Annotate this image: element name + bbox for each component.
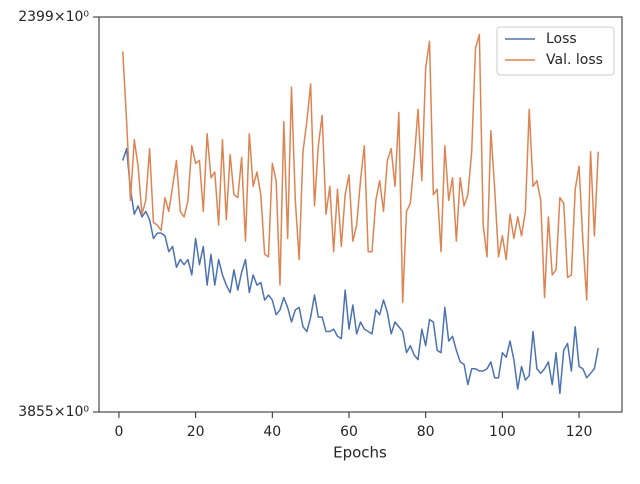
legend-label: Loss bbox=[546, 31, 577, 47]
x-tick-label: 120 bbox=[566, 424, 593, 440]
legend: Loss Val. loss bbox=[496, 26, 615, 76]
x-tick-label: 40 bbox=[263, 424, 281, 440]
series-line bbox=[122, 147, 599, 395]
legend-label: Val. loss bbox=[546, 52, 603, 68]
x-tick-label: 100 bbox=[489, 424, 516, 440]
series-line bbox=[122, 33, 599, 304]
x-tick-label: 80 bbox=[417, 424, 435, 440]
plot-frame bbox=[98, 16, 623, 413]
x-axis-label: Epochs bbox=[333, 444, 387, 462]
y-tick-label: 2399×10⁰ bbox=[18, 9, 89, 25]
x-tick-label: 0 bbox=[114, 424, 123, 440]
y-tick-label: 3855×10⁰ bbox=[18, 404, 89, 420]
x-tick-label: 20 bbox=[187, 424, 205, 440]
x-tick-label: 60 bbox=[340, 424, 358, 440]
